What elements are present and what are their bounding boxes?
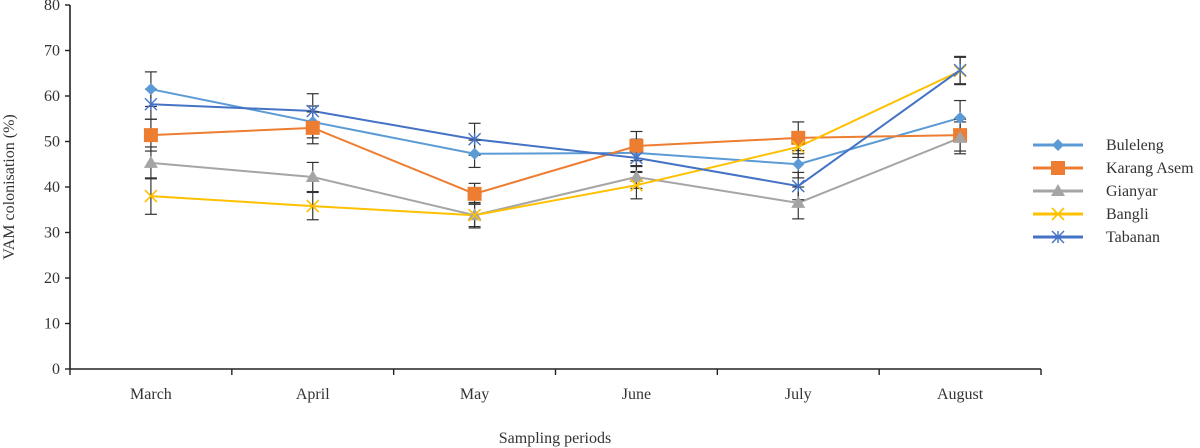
legend-label: Karang Asem xyxy=(1106,160,1194,177)
square-marker-icon xyxy=(143,120,968,201)
legend-item-karang-asem: Karang Asem xyxy=(1033,160,1194,177)
x-tick-label: July xyxy=(785,386,812,403)
x-tick-label: April xyxy=(296,386,330,403)
series-line-karang-asem xyxy=(150,126,961,195)
square-legend-icon xyxy=(1051,161,1065,175)
x-axis-title: Sampling periods xyxy=(499,430,611,447)
x-tick-label: May xyxy=(460,386,489,403)
legend-item-gianyar: Gianyar xyxy=(1033,183,1158,200)
x-marker-icon xyxy=(144,64,967,222)
y-tick-label: 80 xyxy=(44,0,60,14)
legend-item-buleleng: Buleleng xyxy=(1033,137,1164,154)
x-axis: March April May June July August xyxy=(69,368,1042,403)
y-tick-label: 30 xyxy=(44,225,60,242)
legend-label: Bangli xyxy=(1106,206,1149,223)
asterisk-marker-icon xyxy=(144,63,967,193)
asterisk-legend-icon xyxy=(1051,230,1065,244)
legend-item-tabanan: Tabanan xyxy=(1033,229,1160,246)
x-legend-icon xyxy=(1051,207,1065,221)
series-layer xyxy=(143,55,968,229)
y-tick-label: 60 xyxy=(44,88,60,105)
triangle-marker-icon xyxy=(143,130,968,221)
x-tick-label: August xyxy=(937,386,984,403)
y-tick-label: 20 xyxy=(44,270,60,287)
series-line-tabanan xyxy=(150,69,961,188)
x-tick-label: March xyxy=(130,386,172,403)
triangle-legend-icon xyxy=(1051,184,1065,196)
series-line-bangli xyxy=(150,70,961,217)
legend-label: Gianyar xyxy=(1106,183,1158,200)
y-axis-title: VAM colonisation (%) xyxy=(1,114,18,259)
legend-item-bangli: Bangli xyxy=(1033,206,1149,223)
legend-label: Tabanan xyxy=(1106,229,1160,246)
y-tick-label: 10 xyxy=(44,316,60,333)
series-line-gianyar xyxy=(150,136,961,217)
y-tick-label: 70 xyxy=(44,43,60,60)
y-tick-label: 50 xyxy=(44,134,60,151)
y-axis: 0 10 20 30 40 50 60 70 80 xyxy=(44,0,71,378)
x-tick-label: June xyxy=(622,386,651,403)
diamond-legend-icon xyxy=(1052,139,1064,151)
error-bars xyxy=(144,55,967,201)
legend: Buleleng Karang Asem Gianyar Bangli Tabanan xyxy=(1033,137,1194,246)
legend-label: Buleleng xyxy=(1106,137,1164,154)
series-line-buleleng xyxy=(150,88,961,166)
y-tick-label: 40 xyxy=(44,179,60,196)
y-tick-label: 0 xyxy=(52,361,60,378)
